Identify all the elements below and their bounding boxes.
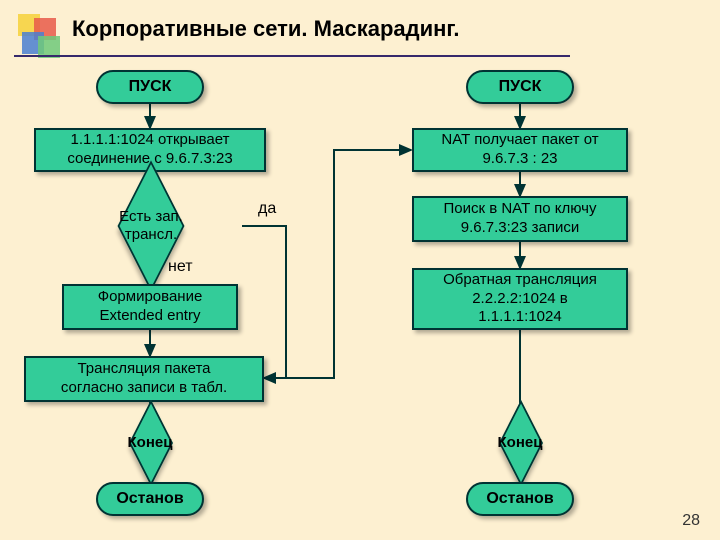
right-process-nat-receives: NAT получает пакет от9.6.7.3 : 23 xyxy=(412,128,628,172)
left-decision-label: Есть зап.трансл. xyxy=(119,208,183,244)
left-process-translate-packet: Трансляция пакетасогласно записи в табл. xyxy=(24,356,264,402)
left-end-diamond: Конец xyxy=(90,426,210,460)
left-decision: Есть зап.трансл. xyxy=(66,196,236,256)
left-end-label: Конец xyxy=(128,434,173,452)
decision-yes-label: да xyxy=(258,200,276,218)
page-title: Корпоративные сети. Маскарадинг. xyxy=(72,16,460,42)
slide-logo xyxy=(18,14,60,56)
right-end-label: Конец xyxy=(498,434,543,452)
right-process-nat-search: Поиск в NAT по ключу9.6.7.3:23 записи xyxy=(412,196,628,242)
decision-no-label: нет xyxy=(168,258,193,276)
right-end-diamond: Конец xyxy=(460,426,580,460)
left-stop-terminator: Останов xyxy=(96,482,204,516)
title-underline xyxy=(14,55,570,57)
right-process-reverse-translate: Обратная трансляция2.2.2.2:1024 в1.1.1.1… xyxy=(412,268,628,330)
right-start-terminator: ПУСК xyxy=(466,70,574,104)
page-number: 28 xyxy=(682,512,700,530)
left-process-extended-entry: ФормированиеExtended entry xyxy=(62,284,238,330)
left-start-terminator: ПУСК xyxy=(96,70,204,104)
right-stop-terminator: Останов xyxy=(466,482,574,516)
